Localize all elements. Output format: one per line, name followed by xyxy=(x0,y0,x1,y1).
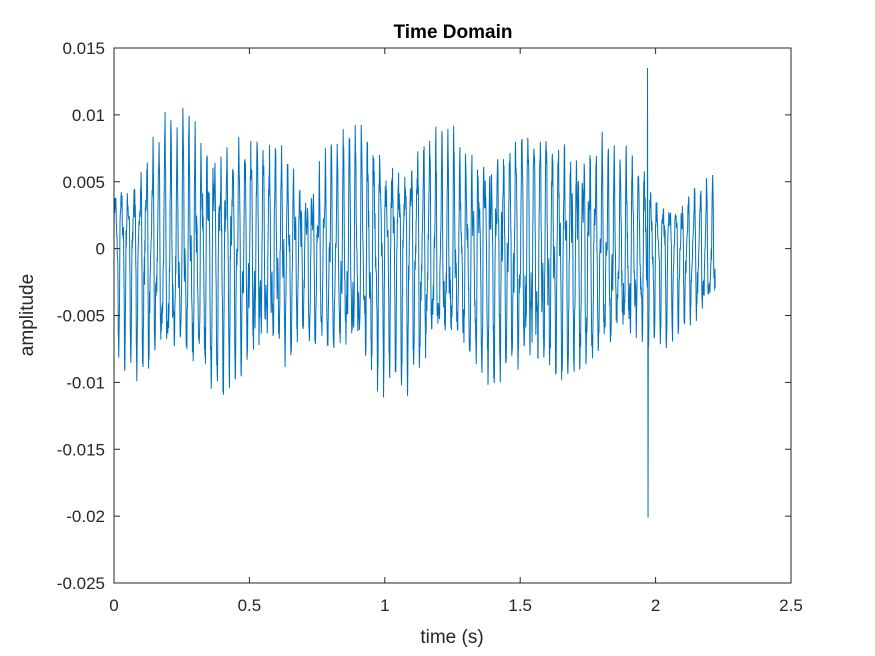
y-tick-label: -0.02 xyxy=(66,507,105,526)
y-tick-label: 0.015 xyxy=(62,39,105,58)
y-tick-label: 0 xyxy=(96,240,105,259)
x-tick-label: 0.5 xyxy=(238,596,262,615)
chart-title: Time Domain xyxy=(394,22,513,43)
y-tick-label: -0.01 xyxy=(66,373,105,392)
y-tick-label: -0.005 xyxy=(57,307,105,326)
signal-series-line xyxy=(114,68,716,518)
x-tick-label: 0 xyxy=(109,596,118,615)
y-tick-label: -0.015 xyxy=(57,440,105,459)
x-tick-label: 2.5 xyxy=(779,596,803,615)
x-axis-label: time (s) xyxy=(420,627,483,648)
x-tick-label: 1.5 xyxy=(508,596,532,615)
y-tick-label: 0.005 xyxy=(62,173,105,192)
x-axis: 0 0.5 1 1.5 2 2.5 xyxy=(109,48,803,615)
x-tick-label: 2 xyxy=(651,596,660,615)
y-tick-label: -0.025 xyxy=(57,574,105,593)
plot-area-frame xyxy=(113,47,792,584)
y-axis: -0.025 -0.02 -0.015 -0.01 -0.005 0 0.005 0.01 0.… xyxy=(57,39,791,593)
x-tick-label: 1 xyxy=(380,596,389,615)
y-axis-label: amplitude xyxy=(17,274,38,356)
y-tick-label: 0.01 xyxy=(72,106,105,125)
